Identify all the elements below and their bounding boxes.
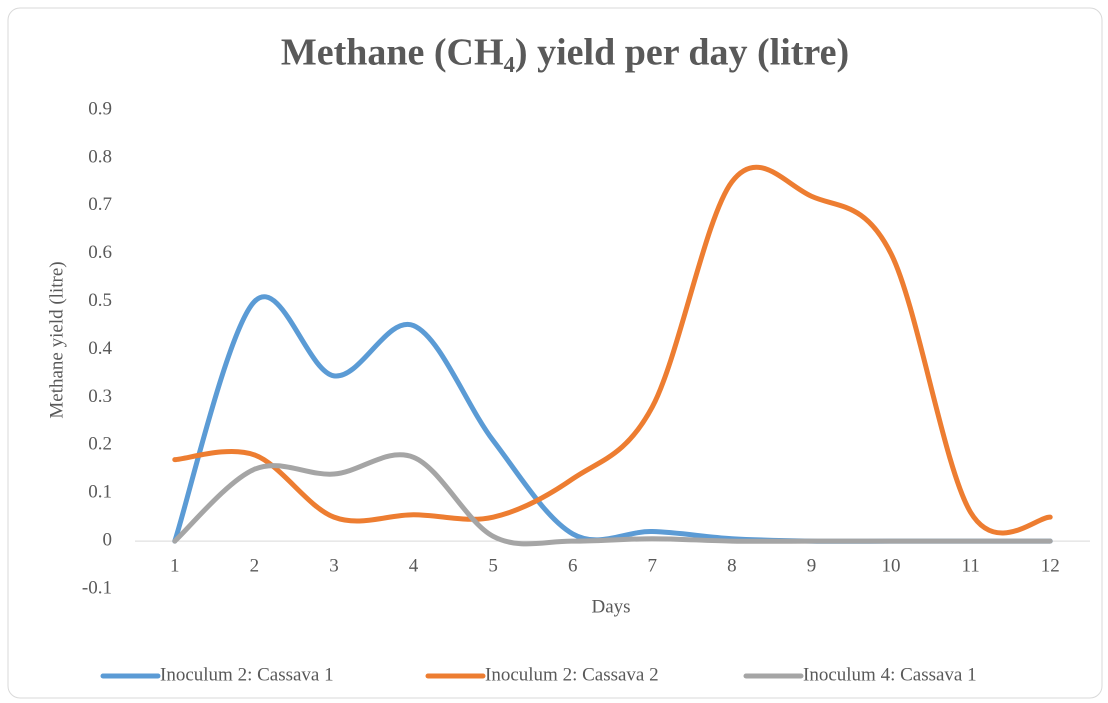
x-axis-label: Days [591,596,630,617]
x-tick-label: 2 [250,555,260,576]
y-tick-label: 0.6 [88,242,112,263]
x-tick-label: 7 [648,555,658,576]
y-tick-label: 0.8 [88,146,112,167]
x-tick-label: 12 [1041,555,1060,576]
x-tick-label: 8 [727,555,737,576]
y-tick-label: -0.1 [82,577,112,598]
y-tick-label: 0.1 [88,482,112,503]
y-tick-label: 0.5 [88,290,112,311]
x-tick-label: 1 [170,555,180,576]
y-tick-label: 0 [103,529,113,550]
x-tick-label: 11 [961,555,979,576]
x-tick-label: 5 [488,555,498,576]
y-tick-label: 0.7 [88,194,112,215]
x-tick-label: 4 [409,555,419,576]
x-tick-label: 10 [882,555,901,576]
series-line [172,164,1053,536]
y-tick-label: 0.4 [88,338,112,359]
legend-label: Inoculum 2: Cassava 2 [485,664,659,685]
chart-title: Methane (CH₄) yield per day (litre) [281,32,849,74]
y-tick-label: 0.3 [88,386,112,407]
legend-label: Inoculum 2: Cassava 1 [160,664,334,685]
series-line [172,452,1053,547]
x-tick-label: 3 [329,555,339,576]
legend-label: Inoculum 4: Cassava 1 [803,664,977,685]
x-tick-label: 9 [807,555,817,576]
chart-frame [7,7,1103,699]
y-axis-label: Methane yield (litre) [46,261,67,418]
x-tick-label: 6 [568,555,578,576]
y-tick-label: 0.9 [88,98,112,119]
y-tick-label: 0.2 [88,434,112,455]
